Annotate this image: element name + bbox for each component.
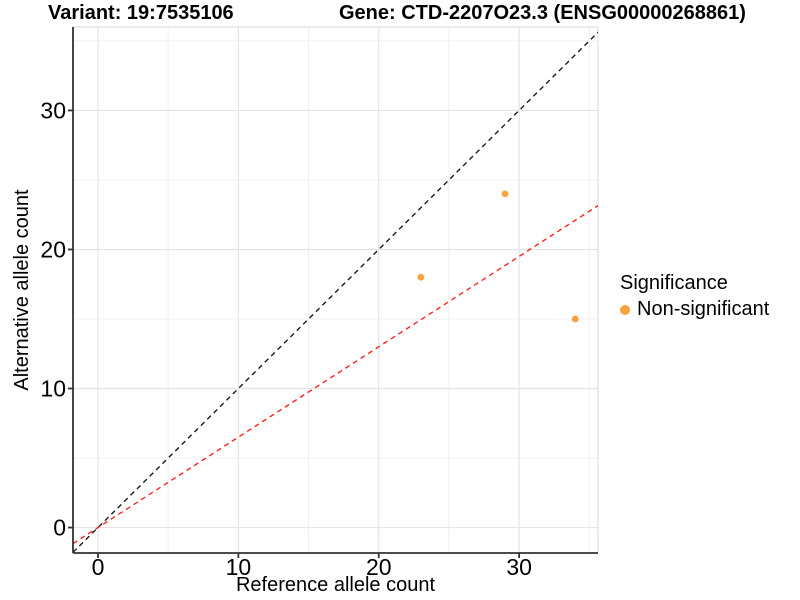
legend-title: Significance: [620, 272, 728, 294]
legend: Significance Non-significant: [620, 272, 769, 321]
data-point: [417, 273, 425, 281]
x-tick-label: 10: [226, 554, 252, 580]
y-tick-label: 0: [53, 515, 66, 541]
identity-line: [73, 31, 598, 553]
data-point: [501, 190, 509, 198]
panel-background: [73, 27, 598, 553]
y-axis-title: Alternative allele count: [11, 189, 33, 391]
legend-marker-icon: [620, 304, 630, 315]
legend-item: Non-significant: [620, 298, 769, 321]
x-tick-label: 30: [506, 554, 532, 580]
y-tick-label: 10: [40, 376, 66, 402]
x-tick-label: 20: [366, 554, 392, 580]
x-axis-title: Reference allele count: [235, 574, 435, 596]
data-point: [571, 315, 579, 323]
variant-title: Variant: 19:7535106: [48, 2, 234, 24]
x-tick-label: 0: [92, 554, 105, 580]
y-tick-label: 20: [40, 236, 66, 262]
y-tick-label: 30: [40, 97, 66, 123]
gene-title: Gene: CTD-2207O23.3 (ENSG00000268861): [339, 2, 746, 24]
legend-item-label: Non-significant: [637, 298, 770, 320]
